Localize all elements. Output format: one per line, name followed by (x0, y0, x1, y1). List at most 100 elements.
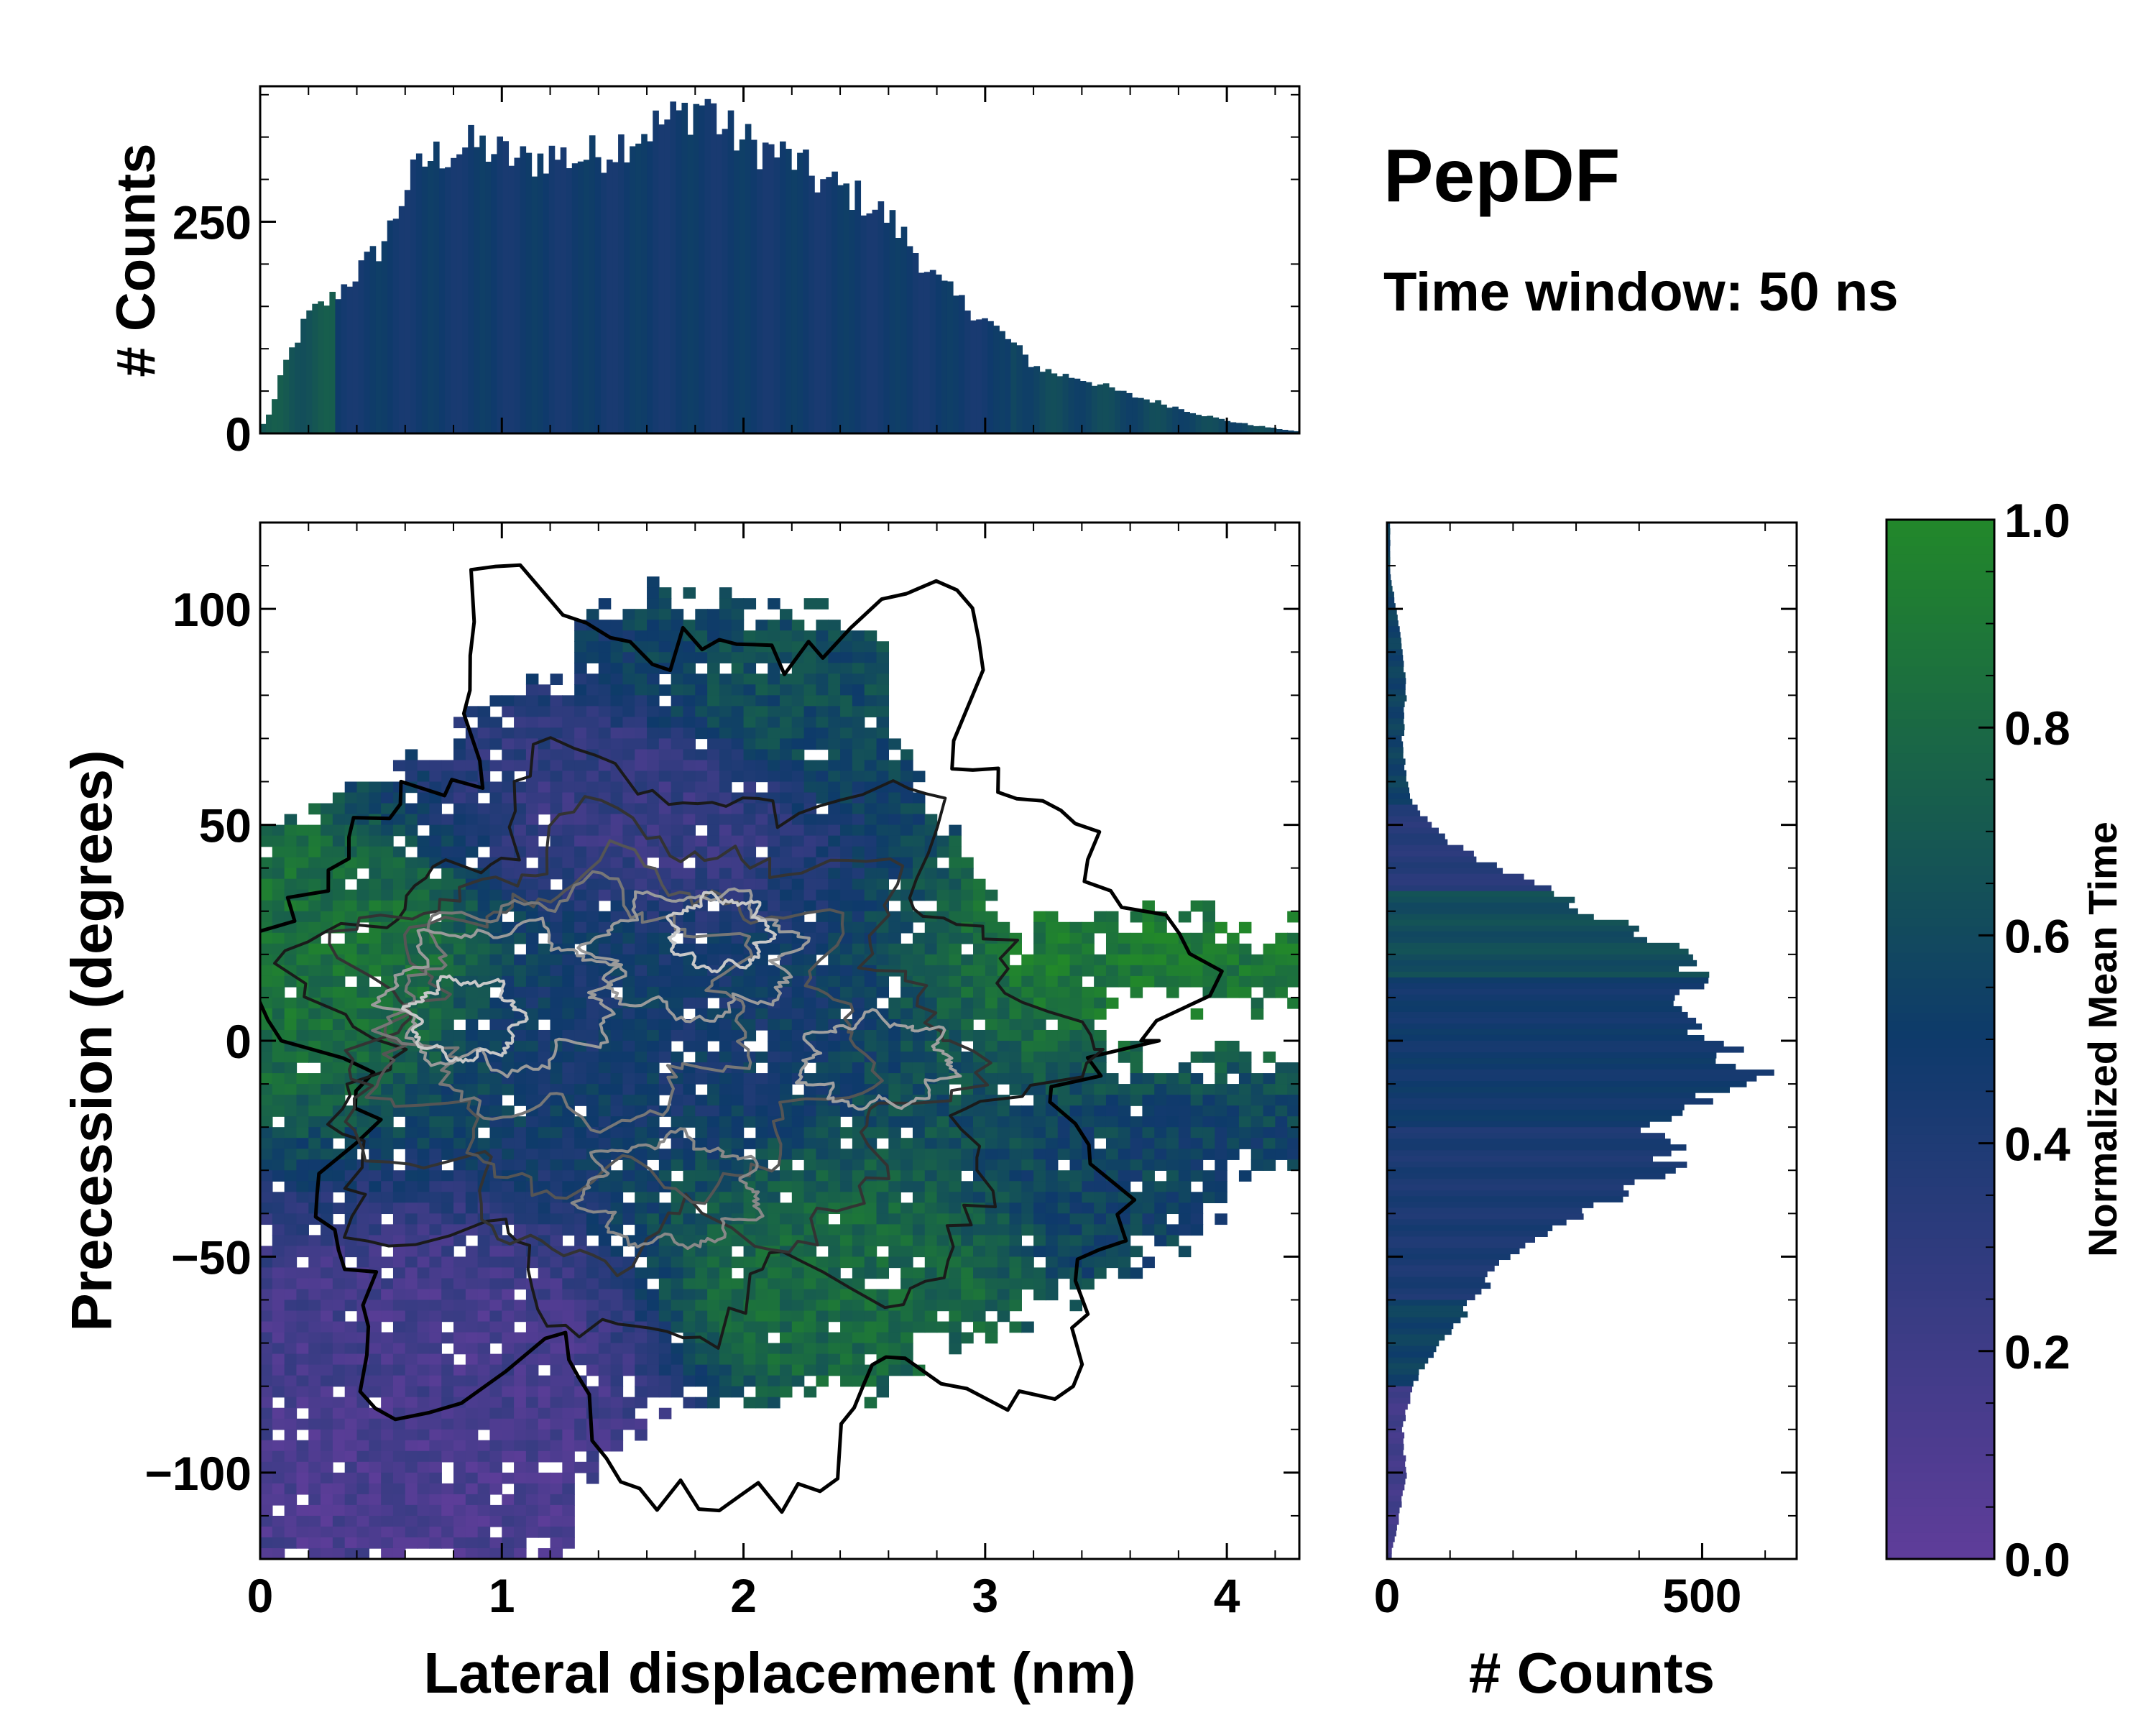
heatmap-cell (755, 1213, 768, 1225)
heatmap-cell (1057, 954, 1071, 966)
heatmap-cell (332, 1018, 346, 1031)
heatmap-cell (635, 1364, 648, 1376)
heatmap-cell (272, 1018, 285, 1031)
top-histogram-bar (531, 176, 538, 433)
heatmap-cell (477, 1138, 491, 1149)
heatmap-cell (683, 1256, 696, 1269)
heatmap-cell (635, 673, 648, 686)
heatmap-cell (816, 835, 829, 847)
heatmap-cell (647, 954, 660, 966)
heatmap-cell (731, 1321, 745, 1333)
heatmap-cell (586, 1213, 599, 1225)
heatmap-cell (538, 770, 551, 783)
heatmap-cell (791, 986, 805, 998)
heatmap-cell (514, 1450, 527, 1463)
heatmap-cell (417, 1386, 430, 1398)
heatmap-cell (949, 1213, 962, 1225)
heatmap-cell (477, 1235, 491, 1247)
heatmap-cell (997, 1041, 1010, 1052)
heatmap-cell (489, 943, 502, 955)
heatmap-cell (610, 1386, 624, 1398)
heatmap-cell (356, 1213, 370, 1225)
heatmap-cell (803, 1008, 817, 1020)
heatmap-cell (1057, 1224, 1071, 1236)
heatmap-cell (852, 921, 865, 934)
heatmap-cell (936, 1202, 950, 1215)
heatmap-cell (465, 1332, 479, 1344)
heatmap-cell (731, 652, 745, 663)
heatmap-cell (1215, 1213, 1227, 1225)
heatmap-cell (598, 1095, 612, 1106)
main-xtick-label: 3 (972, 1569, 998, 1622)
heatmap-cell (296, 846, 309, 858)
heatmap-cell (610, 824, 624, 837)
top-histogram-frame (259, 85, 1301, 435)
heatmap-cell (477, 1526, 491, 1538)
heatmap-cell (405, 1149, 418, 1160)
heatmap-cell (635, 620, 648, 631)
heatmap-cell (1130, 1084, 1143, 1095)
heatmap-cell (417, 846, 430, 858)
heatmap-cell (816, 673, 829, 686)
heatmap-cell (441, 1008, 454, 1020)
heatmap-cell (924, 1052, 938, 1063)
heatmap-cell (598, 943, 612, 955)
heatmap-cell (1009, 1138, 1022, 1149)
heatmap-cell (272, 846, 285, 858)
heatmap-cell (1069, 1192, 1083, 1204)
heatmap-cell (997, 1052, 1010, 1063)
heatmap-cell (562, 1429, 575, 1441)
heatmap-cell (731, 943, 745, 955)
heatmap-cell (610, 1289, 624, 1301)
heatmap-cell (550, 868, 563, 880)
heatmap-cell (344, 1547, 358, 1559)
heatmap-cell (695, 792, 708, 804)
heatmap-cell (260, 1397, 273, 1409)
heatmap-cell (876, 943, 890, 955)
heatmap-cell (272, 1192, 285, 1204)
top-histogram-bar (1126, 392, 1133, 433)
heatmap-cell (296, 1364, 309, 1376)
heatmap-cell (1154, 1116, 1167, 1128)
heatmap-cell (924, 921, 938, 934)
heatmap-cell (453, 1029, 466, 1041)
heatmap-cell (876, 1386, 890, 1398)
heatmap-cell (936, 997, 950, 1009)
heatmap-cell (272, 878, 285, 891)
heatmap-cell (381, 1429, 394, 1441)
heatmap-cell (961, 932, 974, 944)
heatmap-cell (707, 1289, 720, 1301)
heatmap-cell (1238, 1105, 1252, 1117)
heatmap-cell (369, 1008, 382, 1020)
heatmap-cell (1045, 1289, 1059, 1301)
heatmap-cell (658, 1278, 672, 1290)
heatmap-cell (731, 889, 745, 901)
heatmap-cell (852, 900, 865, 912)
heatmap-cell (344, 1461, 358, 1473)
heatmap-cell (768, 1397, 780, 1409)
top-histogram-bar (976, 319, 982, 433)
heatmap-cell (755, 1353, 768, 1366)
heatmap-cell (1069, 997, 1083, 1009)
heatmap-cell (768, 1095, 780, 1106)
heatmap-cell (381, 803, 394, 815)
heatmap-cell (369, 1343, 382, 1355)
heatmap-cell (997, 1213, 1010, 1225)
top-histogram-bar (756, 169, 763, 433)
heatmap-cell (538, 1515, 551, 1527)
heatmap-cell (369, 1483, 382, 1495)
heatmap-cell (417, 1192, 430, 1204)
heatmap-cell (864, 824, 877, 837)
heatmap-cell (260, 986, 273, 998)
heatmap-cell (260, 1256, 273, 1269)
heatmap-cell (477, 803, 491, 815)
heatmap-cell (683, 1375, 696, 1387)
heatmap-cell (574, 824, 587, 837)
heatmap-cell (671, 986, 684, 998)
heatmap-cell (1287, 1084, 1299, 1095)
heatmap-cell (1130, 943, 1143, 955)
heatmap-cell (683, 1095, 696, 1106)
heatmap-cell (658, 781, 672, 794)
heatmap-cell (985, 1300, 998, 1312)
heatmap-cell (321, 1397, 333, 1409)
